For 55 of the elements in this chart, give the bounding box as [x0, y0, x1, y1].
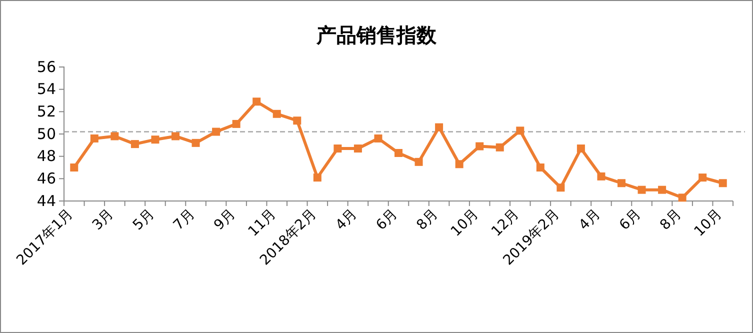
- y-tick-label: 52: [36, 102, 56, 120]
- point: [232, 120, 240, 128]
- point: [192, 138, 200, 147]
- point: [536, 164, 544, 172]
- x-tick-label: 4月: [576, 206, 604, 234]
- point: [658, 186, 666, 194]
- point: [313, 174, 322, 182]
- y-tick-label: 48: [36, 147, 56, 166]
- point: [556, 184, 565, 192]
- x-tick-label: 3月: [89, 206, 117, 234]
- point: [678, 194, 686, 202]
- point: [638, 186, 646, 194]
- x-tick-label: 9月: [211, 206, 239, 234]
- x-tick-label: 8月: [414, 206, 442, 234]
- point: [576, 144, 585, 153]
- x-tick-label: 6月: [373, 206, 401, 234]
- point: [698, 174, 707, 182]
- point: [718, 179, 727, 188]
- point: [496, 143, 504, 152]
- x-tick-label: 6月: [616, 206, 644, 234]
- point: [435, 123, 444, 132]
- x-tick-label: 5月: [130, 206, 158, 234]
- point: [212, 128, 220, 136]
- point: [455, 160, 464, 168]
- x-tick-label: 10月: [691, 206, 726, 240]
- y-tick-label: 54: [36, 80, 56, 98]
- x-tick-label: 12月: [488, 206, 522, 240]
- point: [272, 110, 281, 118]
- x-tick-label: 10月: [448, 206, 482, 240]
- point: [90, 134, 98, 142]
- chart-title: 产品销售指数: [316, 23, 438, 47]
- point: [70, 164, 78, 172]
- y-tick-label: 56: [36, 58, 56, 76]
- point: [110, 132, 119, 140]
- y-tick-label: 44: [36, 192, 56, 210]
- y-tick-label: 50: [36, 124, 56, 143]
- point: [252, 98, 261, 106]
- point: [414, 158, 423, 166]
- x-tick-label: 4月: [332, 206, 360, 234]
- point: [354, 144, 362, 153]
- point: [618, 179, 626, 188]
- point: [334, 144, 342, 153]
- point: [476, 142, 484, 150]
- y-tick-label: 46: [36, 169, 56, 188]
- point: [516, 126, 524, 135]
- x-tick-label: 7月: [170, 206, 198, 234]
- point: [151, 136, 160, 144]
- x-tick-label: 11月: [245, 206, 280, 240]
- point: [172, 132, 180, 140]
- point: [374, 134, 382, 142]
- point: [597, 172, 606, 180]
- x-tick-label: 8月: [657, 206, 685, 234]
- point: [130, 140, 139, 148]
- point: [394, 148, 402, 157]
- point: [293, 116, 302, 125]
